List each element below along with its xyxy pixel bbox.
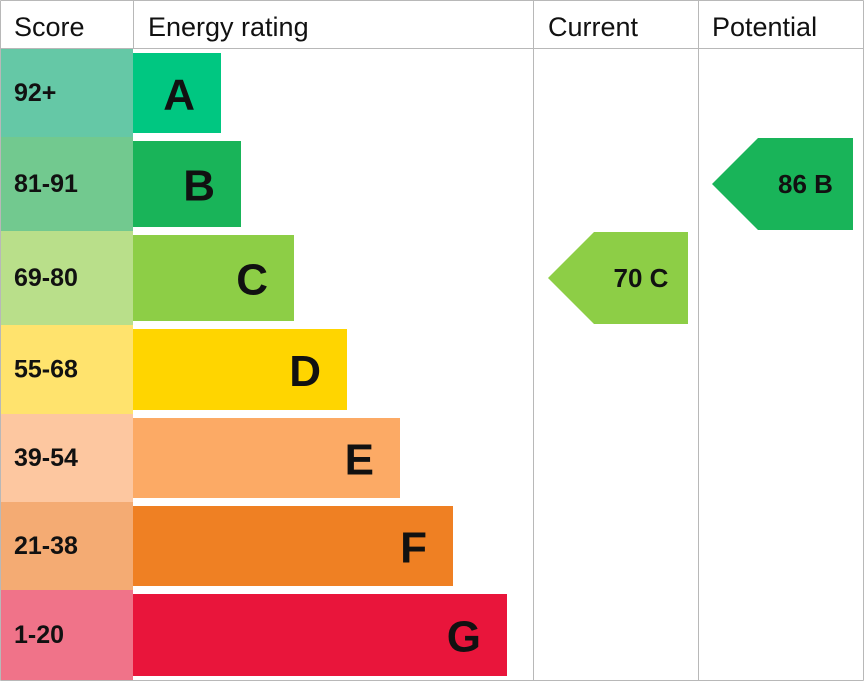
rating-letter-a: A [163, 71, 195, 120]
current-rating-label: 70 C [614, 263, 669, 293]
rating-letter-e: E [345, 436, 374, 485]
score-label-e: 39-54 [14, 444, 78, 472]
header-score: Score [14, 12, 85, 42]
header-energy-rating: Energy rating [148, 12, 309, 42]
header-current: Current [548, 12, 639, 42]
score-cell-a [0, 49, 133, 137]
rating-letter-g: G [447, 613, 481, 662]
rating-letter-c: C [236, 256, 268, 305]
score-cell-g [0, 590, 133, 680]
score-label-d: 55-68 [14, 356, 78, 384]
score-cell-c [0, 231, 133, 325]
rating-bar-f [133, 506, 453, 586]
score-label-g: 1-20 [14, 621, 64, 649]
rating-bar-b [133, 141, 241, 227]
rating-bar-d [133, 329, 347, 410]
score-label-c: 69-80 [14, 264, 78, 292]
current-rating-arrow [548, 232, 688, 324]
rating-bands: 92+ A 81-91 B 69-80 C 55-68 D 39-54 E 21-38 F 1-20 G [0, 49, 507, 680]
score-cell-f [0, 502, 133, 590]
score-cell-b [0, 137, 133, 231]
potential-rating-arrow [712, 138, 853, 230]
rating-letter-f: F [400, 524, 427, 573]
rating-bar-g [133, 594, 507, 676]
header-potential: Potential [712, 12, 817, 42]
rating-letter-b: B [183, 162, 215, 211]
rating-letter-d: D [289, 347, 321, 396]
score-cell-d [0, 325, 133, 414]
score-cell-e [0, 414, 133, 502]
rating-arrows: 70 C 86 B [548, 138, 853, 324]
rating-bar-c [133, 235, 294, 321]
rating-bar-a [133, 53, 221, 133]
score-label-a: 92+ [14, 79, 56, 107]
rating-bar-e [133, 418, 400, 498]
potential-rating-label: 86 B [778, 169, 833, 199]
score-label-f: 21-38 [14, 532, 78, 560]
score-label-b: 81-91 [14, 170, 78, 198]
